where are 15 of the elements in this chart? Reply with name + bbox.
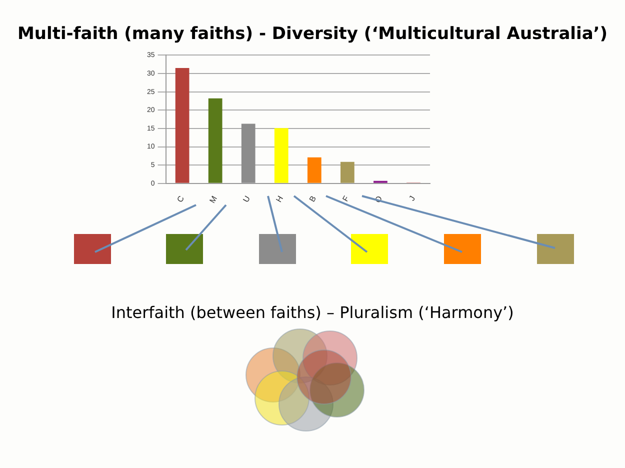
- text: Interfaith (between faiths) – Pluralism (‘Harmony’): [110, 303, 515, 322]
- x-tick-label: U: [241, 194, 252, 204]
- bar: [208, 98, 222, 183]
- bar: [274, 128, 288, 183]
- bar: [307, 157, 322, 183]
- bar: [340, 162, 354, 183]
- x-tick-label: F: [340, 194, 352, 204]
- chart-title: Multi-faith (many faiths) - Diversity (‘Multicultural Australia’): [16, 24, 609, 44]
- x-tick-label: B: [308, 194, 318, 204]
- x-tick-label: H: [274, 194, 286, 204]
- x-tick-label: C: [175, 194, 186, 204]
- x-tick-label: J: [407, 194, 418, 202]
- x-tick-label: M: [208, 194, 220, 205]
- bar: [175, 68, 190, 183]
- bar: [241, 124, 256, 183]
